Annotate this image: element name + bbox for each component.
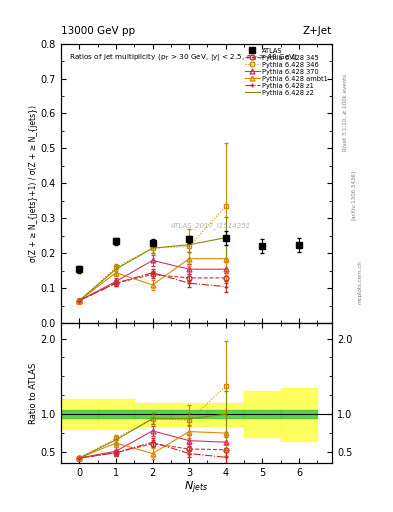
Y-axis label: Ratio to ATLAS: Ratio to ATLAS — [29, 363, 38, 424]
Y-axis label: σ(Z + ≥ N_{jets}+1) / σ(Z + ≥ N_{jets}): σ(Z + ≥ N_{jets}+1) / σ(Z + ≥ N_{jets}) — [29, 105, 38, 262]
Text: Rivet 3.1.10, ≥ 100k events: Rivet 3.1.10, ≥ 100k events — [343, 74, 348, 151]
Text: [arXiv:1306.3436]: [arXiv:1306.3436] — [351, 169, 356, 220]
Text: ATLAS_2017_I1514251: ATLAS_2017_I1514251 — [170, 222, 250, 229]
Text: 13000 GeV pp: 13000 GeV pp — [61, 26, 135, 36]
Text: mcplots.cern.ch: mcplots.cern.ch — [358, 260, 363, 304]
Legend: ATLAS, Pythia 6.428 345, Pythia 6.428 346, Pythia 6.428 370, Pythia 6.428 ambt1,: ATLAS, Pythia 6.428 345, Pythia 6.428 34… — [242, 45, 331, 98]
Text: Ratios of jet multiplicity (p$_T$ > 30 GeV, |y| < 2.5, m$_{ll}$ > 40 GeV): Ratios of jet multiplicity (p$_T$ > 30 G… — [69, 52, 298, 63]
X-axis label: $N_{jets}$: $N_{jets}$ — [184, 480, 209, 496]
Text: Z+Jet: Z+Jet — [303, 26, 332, 36]
